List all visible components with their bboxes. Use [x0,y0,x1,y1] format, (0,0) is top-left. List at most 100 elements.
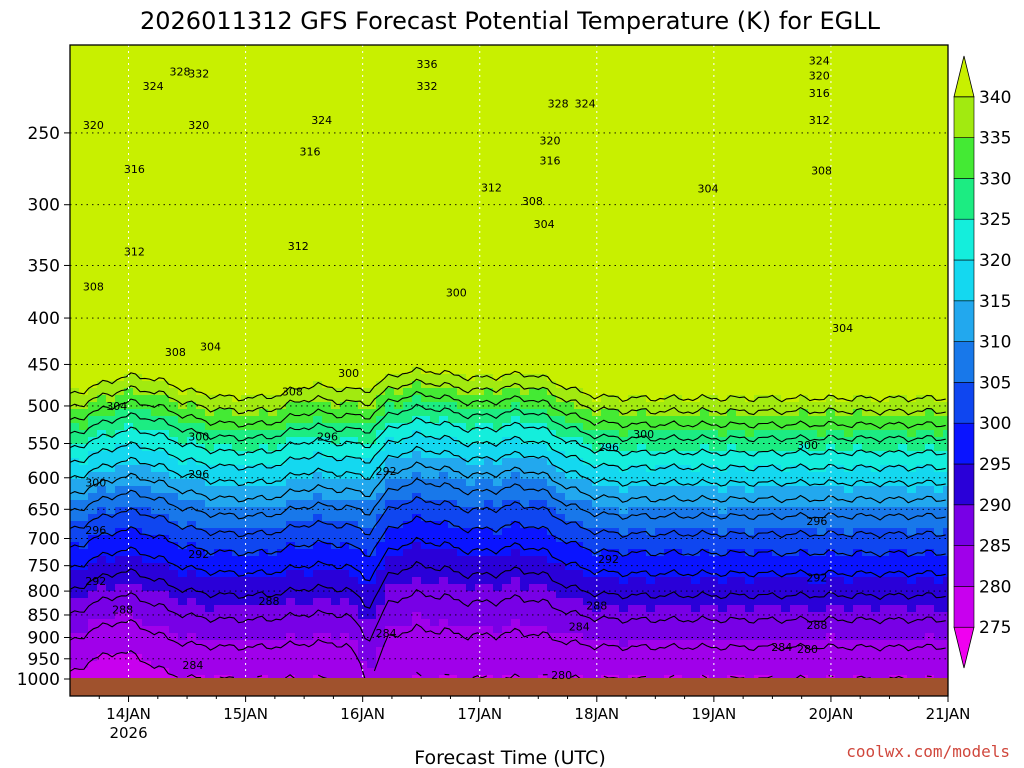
field-cell [421,227,431,235]
field-cell [106,521,116,529]
field-cell [457,311,467,319]
field-cell [367,423,377,431]
field-cell [394,192,404,200]
field-cell [205,472,215,480]
field-cell [430,346,440,354]
field-cell [295,115,305,123]
field-cell [214,255,224,263]
field-cell [214,108,224,116]
field-cell [97,339,107,347]
field-cell [205,164,215,172]
field-cell [142,633,152,641]
field-cell [430,150,440,158]
field-cell [232,94,242,102]
field-cell [178,220,188,228]
field-cell [169,507,179,515]
field-cell [475,374,485,382]
field-cell [97,290,107,298]
field-cell [556,542,566,550]
field-cell [340,395,350,403]
field-cell [412,220,422,228]
field-cell [232,262,242,270]
field-cell [538,521,548,529]
field-cell [106,52,116,60]
field-cell [376,472,386,480]
field-cell [331,171,341,179]
field-cell [88,213,98,221]
field-cell [196,465,206,473]
field-cell [484,577,494,585]
field-cell [511,661,521,669]
field-cell [160,626,170,634]
field-cell [196,318,206,326]
field-cell [259,164,269,172]
field-cell [511,136,521,144]
field-cell [367,535,377,543]
field-cell [232,605,242,613]
field-cell [97,367,107,375]
field-cell [493,605,503,613]
field-cell [241,339,251,347]
field-cell [403,122,413,130]
field-cell [250,339,260,347]
field-cell [313,577,323,585]
field-cell [88,346,98,354]
field-cell [295,276,305,284]
field-cell [88,248,98,256]
field-cell [421,129,431,137]
field-cell [259,409,269,417]
field-cell [70,129,80,137]
field-cell [160,591,170,599]
field-cell [439,276,449,284]
field-cell [232,598,242,606]
field-cell [376,185,386,193]
field-cell [115,486,125,494]
field-cell [295,360,305,368]
field-cell [349,626,359,634]
field-cell [304,283,314,291]
field-cell [385,150,395,158]
field-cell [169,563,179,571]
field-cell [151,304,161,312]
field-cell [403,570,413,578]
field-cell [376,262,386,270]
field-cell [538,283,548,291]
field-cell [70,206,80,214]
field-cell [115,521,125,529]
field-cell [70,227,80,235]
field-cell [124,458,134,466]
field-cell [385,73,395,81]
field-cell [394,276,404,284]
field-cell [430,234,440,242]
field-cell [520,325,530,333]
field-cell [241,255,251,263]
field-cell [160,612,170,620]
field-cell [331,598,341,606]
field-cell [97,304,107,312]
field-cell [511,318,521,326]
field-cell [511,45,521,53]
field-cell [412,612,422,620]
field-cell [520,647,530,655]
field-cell [196,52,206,60]
field-cell [430,108,440,116]
field-cell [97,297,107,305]
field-cell [304,430,314,438]
field-cell [349,150,359,158]
field-cell [529,444,539,452]
field-cell [511,101,521,109]
field-cell [151,339,161,347]
field-cell [70,535,80,543]
field-cell [502,45,512,53]
field-cell [394,234,404,242]
field-cell [403,584,413,592]
field-cell [115,122,125,130]
field-cell [520,472,530,480]
field-cell [115,465,125,473]
field-cell [133,549,143,557]
field-cell [421,409,431,417]
field-cell [151,612,161,620]
field-cell [466,626,476,634]
field-cell [547,73,557,81]
field-cell [142,318,152,326]
